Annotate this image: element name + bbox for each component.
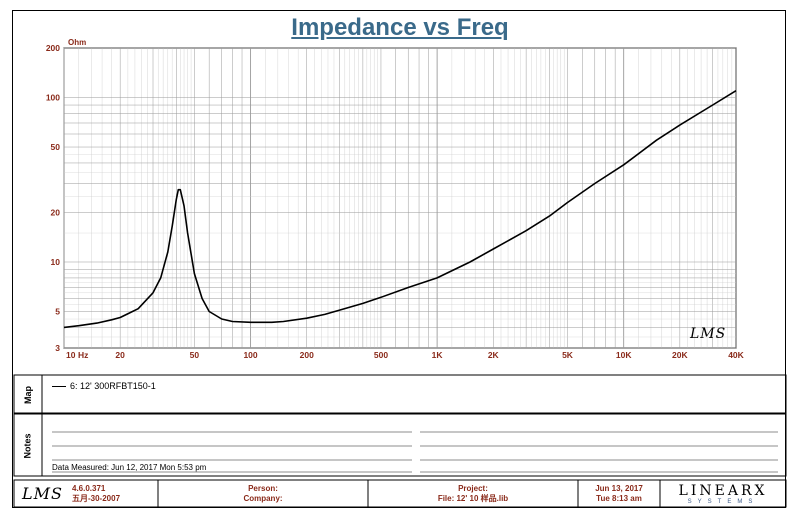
x-tick-label: 100 [243,350,257,360]
x-tick-label: 2K [488,350,500,360]
legend-line-swatch [52,385,66,387]
x-tick-label: 20K [672,350,688,360]
person-company-cell: Person: Company: [158,484,368,504]
y-tick-label: 100 [46,93,60,103]
x-tick-label: 500 [374,350,388,360]
x-tick-label: 10 [66,350,76,360]
x-tick-label: 1K [432,350,444,360]
x-tick-label: 5K [562,350,574,360]
legend-entry-label: 6: 12' 300RFBT150-1 [70,381,156,391]
version-number: 4.6.0.371 [72,484,106,493]
y-axis-label: Ohm [68,38,86,47]
y-tick-label: 10 [51,257,61,267]
tick-labels: 10 20 50 100 200 500 1K 2K 5K 10K 20K 40K Hz 3 5 10 20 50… [46,38,745,360]
x-tick-label: 40K [728,350,744,360]
footer-lms-logo: LMS [22,484,63,503]
chart-title: Impedance vs Freq [291,14,509,41]
x-unit-label: Hz [78,350,88,360]
project-label: Project: [458,484,488,493]
x-tick-label: 10K [616,350,632,360]
x-tick-label: 20 [115,350,125,360]
grid-lines [63,47,737,349]
notes-panel-border [13,413,787,477]
y-tick-label: 200 [46,43,60,53]
footer-border [13,479,787,508]
y-tick-label: 50 [51,142,61,152]
linearx-logo-sub: SYSTEMS [687,499,759,505]
x-tick-label: 50 [190,350,200,360]
data-measured-note: Data Measured: Jun 12, 2017 Mon 5:53 pm [52,463,207,472]
layout-lines [13,47,787,508]
map-label-text: Map [23,385,33,404]
plot-area-border [63,47,737,349]
y-tick-label: 5 [55,307,60,317]
plot-lms-watermark: LMS [690,326,727,342]
linearx-logo: LINEARX [678,483,768,499]
x-tick-label: 200 [300,350,314,360]
legend-entry: 6: 12' 300RFBT150-1 [52,381,156,391]
notes-panel-label: Notes [15,415,41,476]
date-time-cell: Jun 13, 2017 Tue 8:13 am [578,484,660,504]
map-panel-label: Map [15,376,41,413]
project-file-cell: Project: File: 12' 10 样品.lib [368,484,578,504]
map-panel-border [13,374,787,414]
y-tick-label: 20 [51,207,61,217]
file-label: File: 12' 10 样品.lib [437,494,509,503]
report-date: Jun 13, 2017 [595,484,643,493]
y-tick-label: 3 [55,343,60,353]
notes-label-text: Notes [22,432,33,459]
notes-rules [52,431,778,473]
report-day-time: Tue 8:13 am [596,494,642,503]
curve-layer [63,90,737,329]
build-date: 五月-30-2007 [72,494,121,503]
company-label: Company: [243,494,283,503]
version-info: 4.6.0.371 五月-30-2007 [72,484,158,504]
person-label: Person: [248,484,278,493]
impedance-curve [63,90,737,329]
